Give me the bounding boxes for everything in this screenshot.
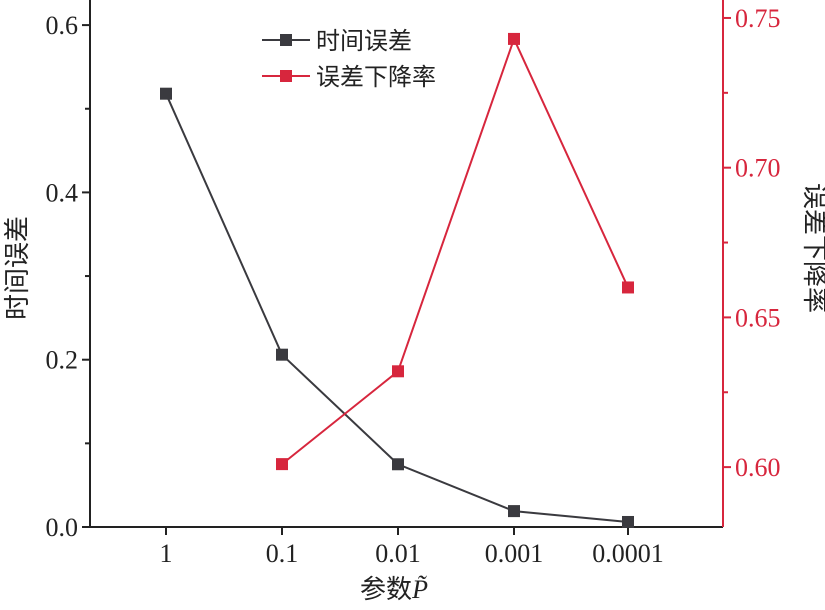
right-tick-label: 0.75 bbox=[735, 4, 781, 33]
x-tick-label: 0.001 bbox=[485, 539, 544, 568]
right-tick-label: 0.60 bbox=[735, 453, 781, 482]
x-axis: 1 0.1 0.01 0.001 0.0001 bbox=[160, 527, 664, 568]
x-tick-label: 0.1 bbox=[266, 539, 299, 568]
left-tick-label: 0.0 bbox=[46, 513, 79, 542]
x-tick-label: 0.0001 bbox=[592, 539, 664, 568]
data-point-error-reduction bbox=[508, 32, 520, 45]
left-axis-title: 时间误差 bbox=[3, 216, 33, 320]
data-point-time-error bbox=[622, 515, 634, 528]
data-point-time-error bbox=[392, 458, 404, 471]
right-y-axis: 0.60 0.65 0.70 0.75 bbox=[723, 4, 781, 482]
legend: 时间误差 误差下降率 bbox=[262, 27, 436, 91]
x-tick-label: 0.01 bbox=[375, 539, 421, 568]
x-axis-title-symbol: P̃ bbox=[411, 575, 428, 604]
data-point-error-reduction bbox=[622, 281, 634, 294]
data-point-time-error bbox=[276, 348, 288, 361]
data-point-error-reduction bbox=[392, 365, 404, 378]
data-point-error-reduction bbox=[276, 458, 288, 471]
left-tick-label: 0.2 bbox=[46, 346, 79, 375]
left-tick-label: 0.4 bbox=[46, 178, 79, 207]
legend-marker-error-reduction bbox=[280, 70, 292, 82]
x-axis-title-prefix: 参数 bbox=[360, 575, 412, 605]
legend-marker-time-error bbox=[280, 34, 292, 46]
series-layer bbox=[160, 32, 634, 528]
data-point-time-error bbox=[160, 87, 172, 100]
right-axis-title: 误差下降率 bbox=[799, 183, 825, 313]
legend-label-error-reduction: 误差下降率 bbox=[316, 63, 436, 91]
legend-label-time-error: 时间误差 bbox=[316, 27, 412, 55]
left-tick-label: 0.6 bbox=[46, 11, 79, 40]
x-axis-title: 参数P̃ bbox=[360, 575, 428, 605]
right-tick-label: 0.70 bbox=[735, 154, 781, 183]
data-point-time-error bbox=[508, 505, 520, 518]
series-line-error-reduction bbox=[281, 36, 629, 465]
plot-frame bbox=[89, 0, 724, 528]
right-tick-label: 0.65 bbox=[735, 303, 781, 332]
x-tick-label: 1 bbox=[160, 539, 173, 568]
left-y-axis: 0.0 0.2 0.4 0.6 bbox=[46, 11, 90, 542]
series-line-time-error bbox=[165, 93, 629, 523]
